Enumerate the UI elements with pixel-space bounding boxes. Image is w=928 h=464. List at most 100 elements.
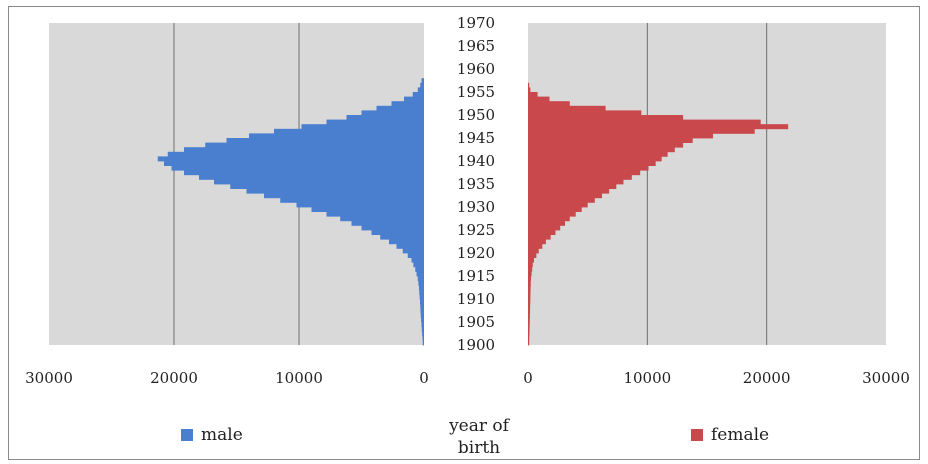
bar-female-1922 xyxy=(528,239,546,245)
bar-female-1924 xyxy=(528,230,556,235)
bar-male-1918 xyxy=(411,257,424,263)
bar-male-1926 xyxy=(351,220,424,226)
bar-male-1950 xyxy=(361,110,424,116)
bar-male-1931 xyxy=(280,197,424,203)
y-tick-label-1925: 1925 xyxy=(457,221,495,239)
y-tick-label-1905: 1905 xyxy=(457,313,495,331)
legend-label-male: male xyxy=(201,425,243,445)
bar-female-1936 xyxy=(528,174,632,180)
bar-female-1947 xyxy=(528,124,789,130)
x-tick-label-female-10000: 10000 xyxy=(623,369,671,387)
y-tick-label-1965: 1965 xyxy=(457,37,495,55)
bar-female-1955 xyxy=(528,87,531,93)
bar-male-1947 xyxy=(301,124,424,130)
x-tick-label-male-20000: 20000 xyxy=(150,369,198,387)
bar-male-1934 xyxy=(230,184,424,189)
bar-female-1934 xyxy=(528,184,617,189)
y-tick-label-1920: 1920 xyxy=(457,244,495,262)
bar-female-1914 xyxy=(528,276,531,281)
bar-female-1915 xyxy=(528,271,532,277)
bar-female-1913 xyxy=(528,280,531,286)
y-tick-label-1960: 1960 xyxy=(457,60,495,78)
bar-female-1923 xyxy=(528,234,551,240)
bar-male-1936 xyxy=(199,174,424,180)
x-tick-label-male-30000: 30000 xyxy=(25,369,73,387)
bar-female-1912 xyxy=(528,285,531,291)
bar-female-1906 xyxy=(528,312,530,318)
bar-female-1945 xyxy=(528,133,713,139)
bar-female-1909 xyxy=(528,299,531,304)
bar-male-1922 xyxy=(389,239,424,245)
bar-female-1952 xyxy=(528,101,570,107)
bar-male-1927 xyxy=(340,216,424,222)
bar-female-1953 xyxy=(528,96,550,102)
bar-female-1942 xyxy=(528,147,675,153)
bar-female-1925 xyxy=(528,225,561,231)
bar-female-1930 xyxy=(528,202,588,208)
bar-female-1928 xyxy=(528,211,576,217)
bar-female-1929 xyxy=(528,207,582,212)
bar-female-1946 xyxy=(528,128,755,134)
bar-male-1938 xyxy=(171,165,424,171)
bar-female-1927 xyxy=(528,216,570,222)
chart-frame: 30000 20000 10000 0 0 10000 20000 30000 1970 1965… xyxy=(8,6,920,460)
bar-female-1932 xyxy=(528,193,602,199)
bar-female-1933 xyxy=(528,188,610,194)
y-tick-label-1930: 1930 xyxy=(457,198,495,216)
bar-female-1910 xyxy=(528,294,531,300)
bar-female-1902 xyxy=(528,331,530,337)
legend-male: male xyxy=(181,425,243,445)
x-tick-label-male-10000: 10000 xyxy=(275,369,323,387)
y-tick-label-1910: 1910 xyxy=(457,290,495,308)
y-tick-label-1940: 1940 xyxy=(457,152,495,170)
bar-female-1920 xyxy=(528,248,539,254)
bar-male-1942 xyxy=(184,147,424,153)
bar-female-1900 xyxy=(528,340,530,346)
x-tick-label-female-20000: 20000 xyxy=(743,369,791,387)
bar-female-1903 xyxy=(528,326,530,332)
bar-female-1901 xyxy=(528,335,530,341)
bar-male-1937 xyxy=(184,170,424,176)
bar-female-1937 xyxy=(528,170,641,176)
y-tick-label-1945: 1945 xyxy=(457,129,495,147)
bar-female-1954 xyxy=(528,92,538,97)
bar-male-1919 xyxy=(407,253,424,258)
bar-male-1932 xyxy=(264,193,424,199)
bar-male-1956 xyxy=(420,82,424,88)
y-axis-title-line1: year of xyxy=(449,416,509,436)
bar-male-1928 xyxy=(326,211,424,217)
bar-female-1956 xyxy=(528,82,530,88)
bar-male-1955 xyxy=(417,87,424,93)
bar-female-1916 xyxy=(528,266,533,272)
bar-female-1948 xyxy=(528,119,761,125)
bar-male-1916 xyxy=(415,266,424,272)
bar-female-1950 xyxy=(528,110,642,116)
bar-male-1933 xyxy=(246,188,424,194)
x-tick-label-male-0: 0 xyxy=(419,369,429,387)
bar-male-1910 xyxy=(419,294,424,300)
y-axis-title: year of birth xyxy=(439,415,519,459)
bar-male-1939 xyxy=(164,161,424,166)
y-tick-label-1950: 1950 xyxy=(457,106,495,124)
bar-male-1911 xyxy=(419,289,424,295)
bar-male-1951 xyxy=(376,105,424,111)
bar-male-1941 xyxy=(167,151,424,157)
bar-male-1944 xyxy=(226,138,424,143)
bar-male-1924 xyxy=(371,230,424,235)
bar-male-1912 xyxy=(419,285,424,291)
bar-male-1946 xyxy=(274,128,424,134)
bar-male-1913 xyxy=(418,280,424,286)
legend-swatch-female xyxy=(691,429,703,441)
bar-male-1929 xyxy=(311,207,424,212)
bar-male-1900 xyxy=(422,340,424,346)
bar-female-1931 xyxy=(528,197,595,203)
bar-female-1919 xyxy=(528,253,537,258)
population-pyramid-chart: 30000 20000 10000 0 0 10000 20000 30000 1970 1965… xyxy=(25,14,910,387)
legend-label-female: female xyxy=(711,425,770,445)
bar-female-1939 xyxy=(528,161,656,166)
bar-male-1943 xyxy=(205,142,424,148)
bar-female-1917 xyxy=(528,262,533,268)
y-axis-title-line2: birth xyxy=(457,438,501,458)
bar-female-1949 xyxy=(528,115,684,120)
bar-male-1906 xyxy=(420,312,424,318)
